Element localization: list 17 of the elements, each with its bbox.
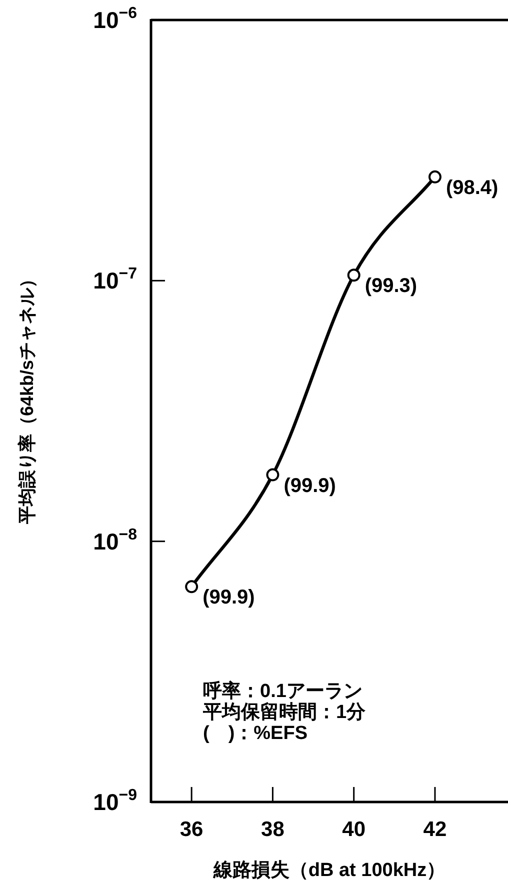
x-tick-label: 36 (180, 818, 204, 841)
annotation: 平均保留時間：1分 (203, 702, 366, 723)
point-note: (99.9) (284, 474, 336, 497)
x-tick-label: 42 (423, 818, 447, 841)
x-tick-label: 38 (261, 818, 284, 841)
y-tick-label: 10$^{−7}$ (93, 266, 137, 294)
y-tick-label: 10$^{−8}$ (93, 526, 137, 554)
ylabel: 平均誤り率（64kb/sチャネル） (17, 270, 37, 524)
xlabel: 線路損失（dB at 100kHz） (213, 860, 446, 881)
point-note: (99.3) (364, 275, 418, 298)
x-tick-label: 40 (342, 818, 366, 841)
annotation: 呼率：0.1アーラン (203, 681, 362, 702)
annotation: ( )：%EFS (203, 723, 308, 744)
point-note: (98.4) (446, 176, 498, 199)
y-tick-label: 10$^{−6}$ (93, 5, 137, 33)
point-note: (99.9) (202, 586, 255, 609)
y-tick-label: 10$^{−9}$ (93, 787, 137, 815)
